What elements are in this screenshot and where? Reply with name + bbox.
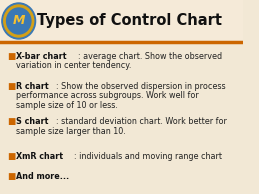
- Text: S chart: S chart: [16, 117, 48, 126]
- Circle shape: [6, 8, 31, 34]
- Text: sample size of 10 or less.: sample size of 10 or less.: [16, 101, 118, 110]
- Text: : standard deviation chart. Work better for: : standard deviation chart. Work better …: [56, 117, 227, 126]
- Text: ■: ■: [8, 52, 16, 61]
- Text: ■: ■: [8, 82, 16, 91]
- Text: : average chart. Show the observed: : average chart. Show the observed: [78, 52, 222, 61]
- Text: sample size larger than 10.: sample size larger than 10.: [16, 126, 126, 135]
- Text: M: M: [12, 15, 25, 28]
- Text: performance across subgroups. Work well for: performance across subgroups. Work well …: [16, 92, 199, 100]
- Text: ■: ■: [8, 172, 16, 181]
- FancyBboxPatch shape: [0, 44, 242, 194]
- Circle shape: [4, 5, 34, 37]
- Text: X-bar chart: X-bar chart: [16, 52, 66, 61]
- Text: variation in center tendency.: variation in center tendency.: [16, 61, 131, 70]
- Text: ■: ■: [8, 152, 16, 161]
- Text: : individuals and moving range chart: : individuals and moving range chart: [74, 152, 222, 161]
- FancyBboxPatch shape: [0, 0, 242, 42]
- Text: XmR chart: XmR chart: [16, 152, 63, 161]
- Text: Types of Control Chart: Types of Control Chart: [38, 14, 222, 29]
- Circle shape: [2, 3, 35, 39]
- Text: R chart: R chart: [16, 82, 48, 91]
- Text: And more...: And more...: [16, 172, 69, 181]
- Text: ■: ■: [8, 117, 16, 126]
- Text: : Show the observed dispersion in process: : Show the observed dispersion in proces…: [56, 82, 226, 91]
